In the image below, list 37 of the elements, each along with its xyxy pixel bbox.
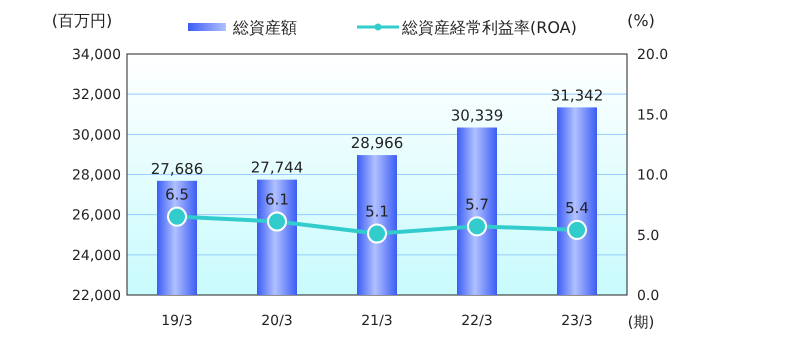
x-tick-label: 20/3 [261, 313, 293, 329]
data-label: 30,339 [450, 106, 504, 125]
data-label: 27,744 [250, 158, 304, 177]
y-tick-label: 24,000 [72, 248, 121, 264]
data-label: 28,966 [350, 134, 404, 152]
y2-tick-label: 10.0 [637, 168, 668, 184]
y2-tick-label: 5.0 [637, 228, 660, 244]
data-label: 6.5 [165, 186, 189, 204]
data-label: 5.7 [465, 195, 489, 214]
y-tick-label: 22,000 [72, 288, 121, 304]
y-tick-label: 26,000 [72, 208, 121, 224]
point [167, 206, 187, 227]
x-tick-label: 21/3 [361, 313, 393, 329]
legend-label: 総資産経常利益率(ROA) [401, 18, 577, 37]
legend-label: 総資産額 [232, 18, 297, 37]
y-tick-label: 34,000 [72, 47, 121, 63]
point [267, 211, 287, 232]
data-label: 5.1 [365, 202, 389, 221]
y2-tick-label: 0.0 [637, 288, 660, 304]
y-tick-label: 30,000 [72, 127, 121, 144]
y-tick-label: 32,000 [72, 87, 121, 104]
x-tick-label: 22/3 [461, 313, 493, 329]
data-label: 5.4 [565, 198, 589, 217]
y-tick-label: 28,000 [72, 168, 121, 184]
data-label: 27,686 [150, 160, 204, 178]
data-label: 31,342 [550, 86, 604, 104]
point [467, 216, 487, 236]
y2-axis-title: (%) [627, 11, 655, 30]
point [367, 224, 387, 244]
x-axis-title: (期) [628, 313, 654, 331]
y2-tick-label: 20.0 [637, 47, 668, 63]
y2-tick-label: 15.0 [637, 107, 668, 124]
x-tick-label: 19/3 [161, 313, 193, 329]
point [567, 220, 587, 240]
data-label: 6.1 [265, 190, 289, 208]
y-axis-title: (百万円) [52, 11, 112, 30]
x-tick-label: 23/3 [561, 313, 593, 329]
